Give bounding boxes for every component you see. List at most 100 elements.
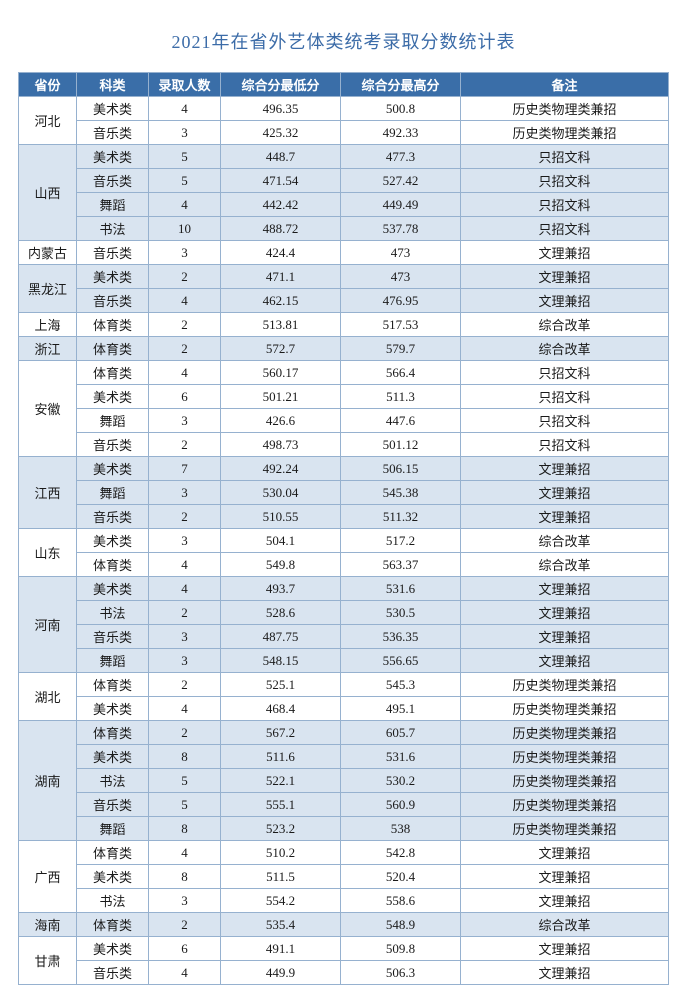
cell-count: 2 — [149, 505, 221, 529]
cell-category: 美术类 — [77, 265, 149, 289]
cell-category: 音乐类 — [77, 793, 149, 817]
cell-max: 548.9 — [341, 913, 461, 937]
cell-province: 广西 — [19, 841, 77, 913]
cell-count: 4 — [149, 841, 221, 865]
cell-note: 文理兼招 — [461, 841, 669, 865]
cell-note: 历史类物理类兼招 — [461, 721, 669, 745]
cell-note: 文理兼招 — [461, 265, 669, 289]
cell-max: 536.35 — [341, 625, 461, 649]
cell-province: 河南 — [19, 577, 77, 673]
cell-max: 492.33 — [341, 121, 461, 145]
cell-min: 492.24 — [221, 457, 341, 481]
table-row: 音乐类3487.75536.35文理兼招 — [19, 625, 669, 649]
cell-category: 舞蹈 — [77, 817, 149, 841]
cell-min: 504.1 — [221, 529, 341, 553]
table-row: 音乐类4449.9506.3文理兼招 — [19, 961, 669, 985]
cell-count: 5 — [149, 769, 221, 793]
cell-max: 527.42 — [341, 169, 461, 193]
cell-note: 文理兼招 — [461, 241, 669, 265]
cell-note: 只招文科 — [461, 409, 669, 433]
cell-count: 8 — [149, 817, 221, 841]
page-root: 2021年在省外艺体类统考录取分数统计表 省份 科类 录取人数 综合分最低分 综… — [0, 0, 687, 1005]
cell-min: 528.6 — [221, 601, 341, 625]
cell-category: 美术类 — [77, 529, 149, 553]
cell-note: 综合改革 — [461, 553, 669, 577]
cell-max: 473 — [341, 241, 461, 265]
cell-note: 文理兼招 — [461, 865, 669, 889]
cell-count: 4 — [149, 193, 221, 217]
cell-category: 音乐类 — [77, 961, 149, 985]
cell-count: 3 — [149, 121, 221, 145]
table-row: 舞蹈3426.6447.6只招文科 — [19, 409, 669, 433]
cell-max: 537.78 — [341, 217, 461, 241]
cell-min: 549.8 — [221, 553, 341, 577]
cell-province: 湖北 — [19, 673, 77, 721]
cell-note: 文理兼招 — [461, 505, 669, 529]
cell-count: 2 — [149, 313, 221, 337]
cell-note: 历史类物理类兼招 — [461, 121, 669, 145]
cell-category: 音乐类 — [77, 169, 149, 193]
cell-category: 音乐类 — [77, 241, 149, 265]
table-row: 江西美术类7492.24506.15文理兼招 — [19, 457, 669, 481]
table-row: 内蒙古音乐类3424.4473文理兼招 — [19, 241, 669, 265]
cell-note: 文理兼招 — [461, 481, 669, 505]
cell-max: 495.1 — [341, 697, 461, 721]
cell-min: 493.7 — [221, 577, 341, 601]
table-row: 书法2528.6530.5文理兼招 — [19, 601, 669, 625]
cell-count: 3 — [149, 481, 221, 505]
col-header-min: 综合分最低分 — [221, 73, 341, 97]
table-row: 湖北体育类2525.1545.3历史类物理类兼招 — [19, 673, 669, 697]
cell-max: 531.6 — [341, 745, 461, 769]
cell-note: 文理兼招 — [461, 889, 669, 913]
cell-min: 513.81 — [221, 313, 341, 337]
cell-category: 书法 — [77, 217, 149, 241]
cell-province: 湖南 — [19, 721, 77, 841]
cell-note: 文理兼招 — [461, 577, 669, 601]
cell-max: 517.53 — [341, 313, 461, 337]
cell-min: 530.04 — [221, 481, 341, 505]
cell-max: 473 — [341, 265, 461, 289]
cell-category: 音乐类 — [77, 625, 149, 649]
cell-province: 山西 — [19, 145, 77, 241]
cell-count: 4 — [149, 361, 221, 385]
cell-note: 综合改革 — [461, 313, 669, 337]
cell-category: 体育类 — [77, 913, 149, 937]
cell-min: 462.15 — [221, 289, 341, 313]
cell-count: 2 — [149, 265, 221, 289]
table-row: 美术类6501.21511.3只招文科 — [19, 385, 669, 409]
cell-count: 2 — [149, 337, 221, 361]
cell-province: 江西 — [19, 457, 77, 529]
cell-min: 424.4 — [221, 241, 341, 265]
cell-province: 浙江 — [19, 337, 77, 361]
cell-min: 498.73 — [221, 433, 341, 457]
table-row: 美术类8511.5520.4文理兼招 — [19, 865, 669, 889]
score-table: 省份 科类 录取人数 综合分最低分 综合分最高分 备注 河北美术类4496.35… — [18, 72, 669, 985]
table-row: 海南体育类2535.4548.9综合改革 — [19, 913, 669, 937]
cell-min: 554.2 — [221, 889, 341, 913]
cell-category: 美术类 — [77, 385, 149, 409]
cell-count: 4 — [149, 697, 221, 721]
cell-min: 572.7 — [221, 337, 341, 361]
cell-max: 511.3 — [341, 385, 461, 409]
cell-category: 书法 — [77, 889, 149, 913]
cell-category: 美术类 — [77, 697, 149, 721]
table-row: 浙江体育类2572.7579.7综合改革 — [19, 337, 669, 361]
cell-count: 8 — [149, 865, 221, 889]
cell-max: 506.3 — [341, 961, 461, 985]
cell-category: 舞蹈 — [77, 409, 149, 433]
cell-note: 历史类物理类兼招 — [461, 769, 669, 793]
cell-note: 历史类物理类兼招 — [461, 817, 669, 841]
table-row: 河南美术类4493.7531.6文理兼招 — [19, 577, 669, 601]
cell-max: 511.32 — [341, 505, 461, 529]
cell-category: 体育类 — [77, 313, 149, 337]
cell-category: 音乐类 — [77, 289, 149, 313]
cell-count: 3 — [149, 529, 221, 553]
cell-count: 5 — [149, 169, 221, 193]
cell-max: 542.8 — [341, 841, 461, 865]
cell-note: 历史类物理类兼招 — [461, 745, 669, 769]
cell-max: 538 — [341, 817, 461, 841]
cell-count: 4 — [149, 553, 221, 577]
cell-count: 4 — [149, 289, 221, 313]
cell-note: 只招文科 — [461, 145, 669, 169]
cell-count: 6 — [149, 385, 221, 409]
